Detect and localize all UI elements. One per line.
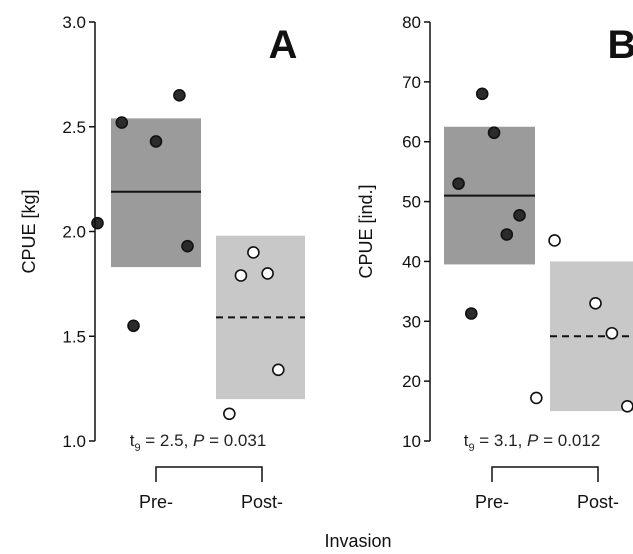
panel-letter: B bbox=[608, 23, 633, 67]
y-tick-label: 10 bbox=[402, 432, 421, 451]
data-point-pre-4 bbox=[181, 239, 194, 253]
stat-text: t9 = 2.5, P = 0.031 bbox=[130, 431, 267, 454]
data-point-pre-1 bbox=[487, 126, 501, 140]
y-tick-label: 60 bbox=[402, 133, 421, 152]
y-tick-label: 1.0 bbox=[62, 432, 86, 451]
category-label-pre: Pre- bbox=[475, 492, 509, 512]
data-point-pre-5 bbox=[127, 319, 140, 333]
data-point-pre-4 bbox=[500, 228, 514, 241]
data-point-pre-5 bbox=[464, 307, 478, 320]
data-point-pre-0 bbox=[475, 87, 489, 101]
y-tick-label: 1.5 bbox=[62, 327, 86, 346]
data-point-pre-1 bbox=[115, 116, 129, 129]
panel-a: 1.0 1.5 2.0 2.5 3.0 CPUE [kg] At9 = 2.5, P = 0… bbox=[19, 13, 305, 512]
data-point-pre-3 bbox=[513, 209, 526, 222]
data-point-post-4 bbox=[223, 407, 236, 421]
comparison-bracket bbox=[491, 466, 599, 482]
data-point-pre-2 bbox=[452, 177, 465, 190]
comparison-bracket bbox=[155, 466, 263, 482]
panel-letter: A bbox=[269, 23, 298, 67]
stat-text: t9 = 3.1, P = 0.012 bbox=[464, 431, 601, 454]
data-point-post-1 bbox=[589, 297, 602, 310]
y-tick-label: 2.0 bbox=[62, 223, 86, 242]
y-tick-label: 40 bbox=[402, 252, 421, 271]
y-tick-label: 3.0 bbox=[62, 13, 86, 32]
data-point-pre-0 bbox=[173, 89, 186, 102]
data-point-pre-3 bbox=[91, 216, 104, 230]
category-label-post: Post- bbox=[577, 492, 619, 512]
category-label-post: Post- bbox=[241, 492, 283, 512]
y-tick-label: 70 bbox=[402, 73, 421, 92]
y-tick-label: 30 bbox=[402, 312, 421, 331]
data-point-post-3 bbox=[530, 391, 543, 405]
x-axis-title: Invasion bbox=[324, 531, 391, 551]
data-point-post-2 bbox=[261, 267, 274, 280]
data-point-post-2 bbox=[605, 326, 619, 340]
data-point-post-3 bbox=[271, 363, 285, 377]
y-tick-label: 20 bbox=[402, 372, 421, 391]
data-point-pre-2 bbox=[149, 135, 163, 148]
data-point-post-4 bbox=[621, 399, 633, 413]
panel-b: 10 20 30 40 50 60 70 80 CPUE [ind.] Bt9 = 3.1, P … bbox=[356, 13, 633, 512]
data-point-post-1 bbox=[234, 269, 248, 282]
y-tick-label: 80 bbox=[402, 13, 421, 32]
data-point-post-0 bbox=[548, 234, 561, 247]
y-axis-title: CPUE [kg] bbox=[19, 189, 39, 273]
y-axis-title: CPUE [ind.] bbox=[356, 184, 376, 278]
data-point-post-0 bbox=[247, 246, 260, 259]
y-tick-label: 50 bbox=[402, 193, 421, 212]
category-label-pre: Pre- bbox=[139, 492, 173, 512]
y-tick-label: 2.5 bbox=[62, 118, 86, 137]
